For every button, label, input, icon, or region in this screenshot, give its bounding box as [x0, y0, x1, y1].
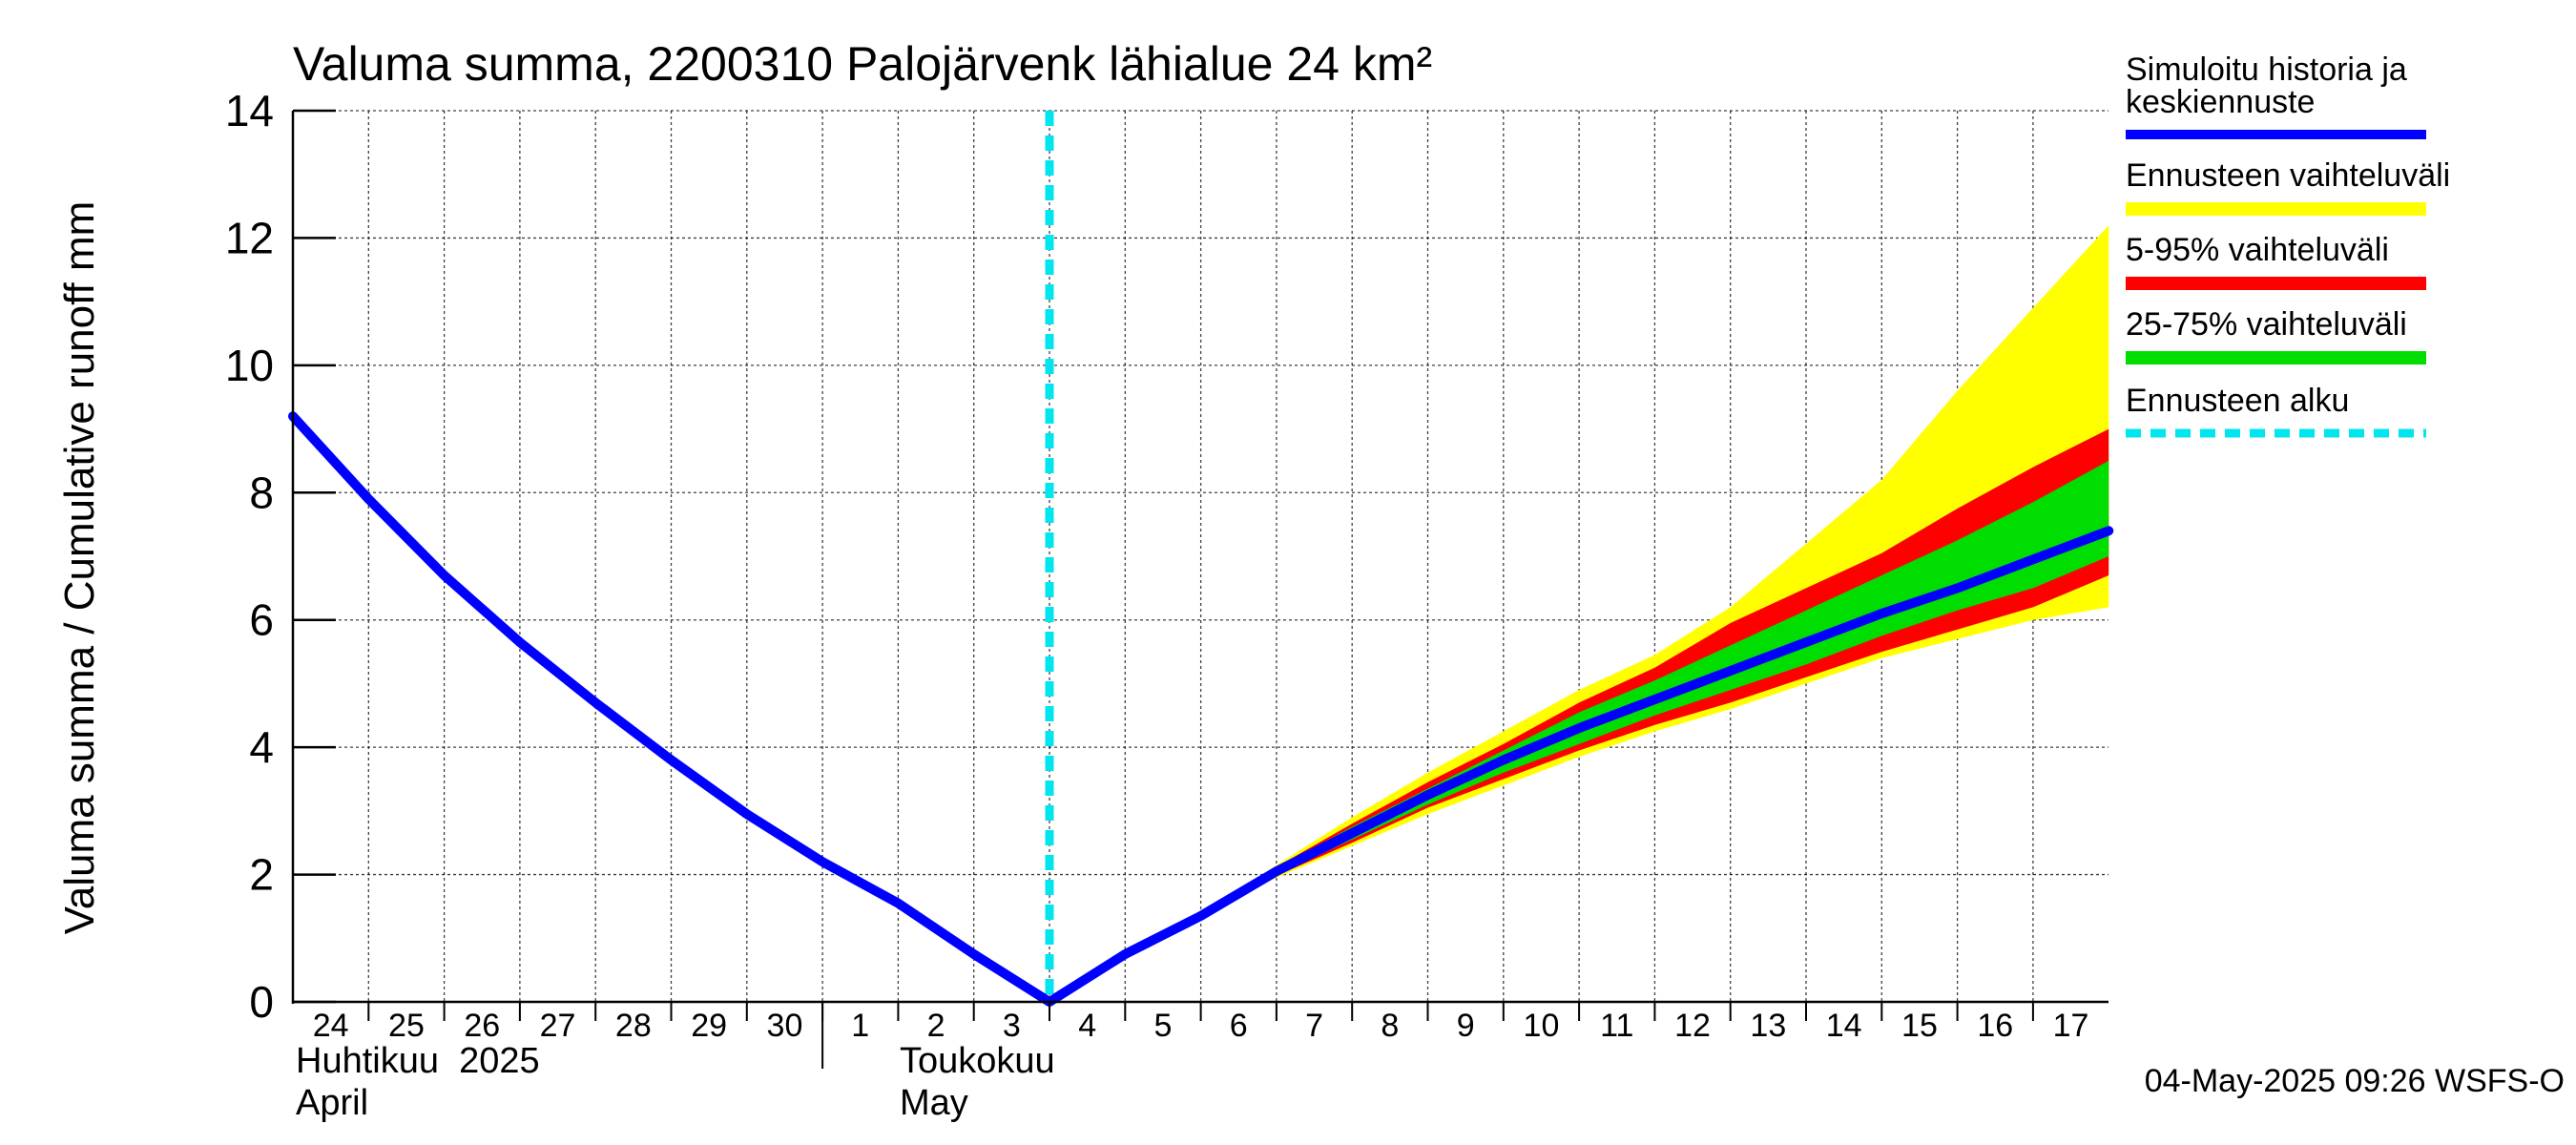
y-tick-label: 0 — [249, 977, 274, 1027]
band-25-75 — [1200, 460, 2109, 916]
x-tick-label: 29 — [691, 1008, 727, 1044]
x-tick-label: 14 — [1826, 1008, 1862, 1044]
x-tick-label: 25 — [388, 1008, 425, 1044]
legend-label-5-95: 5-95% vaihteluväli — [2126, 232, 2389, 268]
legend-label-simulated-line1: Simuloitu historia ja — [2126, 52, 2407, 88]
month-label-may-fi: Toukokuu — [900, 1041, 1055, 1081]
x-tick-label: 1 — [851, 1008, 869, 1044]
y-tick-label: 2 — [249, 850, 274, 900]
x-tick-label: 12 — [1674, 1008, 1711, 1044]
month-labels: Huhtikuu 2025 April Toukokuu May — [296, 1041, 1055, 1123]
series-lines — [288, 111, 2114, 1007]
x-tick-label: 16 — [1977, 1008, 2013, 1044]
chart-title: Valuma summa, 2200310 Palojärvenk lähial… — [293, 37, 1432, 91]
month-label-april-fi: Huhtikuu 2025 — [296, 1041, 540, 1081]
y-tick-label: 14 — [225, 86, 274, 135]
x-tick-label: 10 — [1524, 1008, 1560, 1044]
x-axis-ticks: 24 25 26 27 28 29 30 1 2 3 4 5 6 7 8 9 10 11 12 13 14 15 16 17 — [313, 1002, 2089, 1069]
x-tick-label: 30 — [767, 1008, 803, 1044]
y-axis-label: Valuma summa / Cumulative runoff mm — [56, 201, 103, 935]
x-tick-label: 9 — [1457, 1008, 1475, 1044]
x-tick-label: 28 — [615, 1008, 652, 1044]
y-tick-label: 12 — [225, 213, 274, 262]
x-tick-label: 27 — [540, 1008, 576, 1044]
legend-label-simulated-line2: keskiennuste — [2126, 84, 2315, 120]
x-tick-label: 13 — [1750, 1008, 1786, 1044]
x-tick-label: 8 — [1381, 1008, 1399, 1044]
month-label-may-en: May — [900, 1083, 968, 1123]
x-tick-label: 6 — [1230, 1008, 1248, 1044]
y-tick-label: 4 — [249, 722, 274, 772]
x-tick-label: 3 — [1003, 1008, 1021, 1044]
x-tick-label: 2 — [927, 1008, 945, 1044]
month-label-april-en: April — [296, 1083, 368, 1123]
x-tick-label: 4 — [1078, 1008, 1096, 1044]
x-tick-label: 11 — [1600, 1008, 1633, 1044]
legend-label-range: Ennusteen vaihteluväli — [2126, 157, 2450, 194]
x-tick-label: 5 — [1153, 1008, 1172, 1044]
legend-label-25-75: 25-75% vaihteluväli — [2126, 306, 2407, 343]
x-tick-label: 17 — [2053, 1008, 2089, 1044]
legend: Simuloitu historia ja keskiennuste Ennus… — [2126, 52, 2450, 438]
y-tick-label: 10 — [225, 341, 274, 390]
y-tick-label: 8 — [249, 468, 274, 517]
y-tick-label: 6 — [249, 595, 274, 645]
x-tick-label: 7 — [1305, 1008, 1323, 1044]
x-tick-label: 15 — [1901, 1008, 1938, 1044]
footer-timestamp: 04-May-2025 09:26 WSFS-O — [2145, 1063, 2565, 1099]
legend-label-forecast-start: Ennusteen alku — [2126, 383, 2349, 419]
x-tick-label: 24 — [313, 1008, 349, 1044]
x-tick-label: 26 — [464, 1008, 500, 1044]
y-axis-ticks: 0 2 4 6 8 10 12 14 — [225, 86, 336, 1027]
series-line-simulated — [288, 411, 2114, 1007]
